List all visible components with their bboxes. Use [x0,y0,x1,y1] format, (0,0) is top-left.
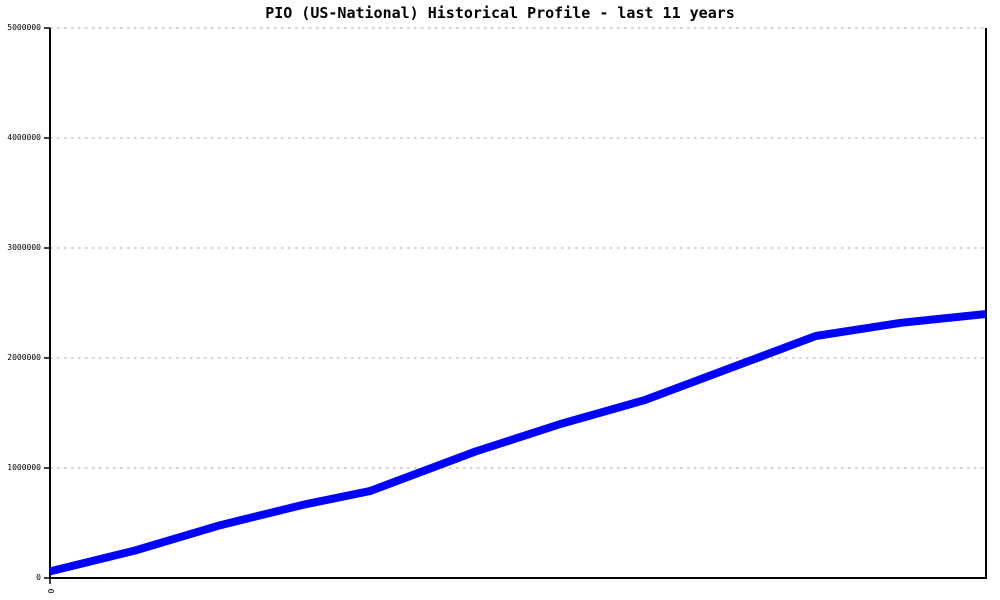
y-axis-tick-label: 5000000 [7,23,41,32]
chart-title: PIO (US-National) Historical Profile - l… [265,4,735,22]
gridlines [50,27,984,469]
y-axis-tick-label: 2000000 [7,353,41,362]
y-axis-tick-label: 1000000 [7,463,41,472]
y-axis-tick-label: 3000000 [7,243,41,252]
axes [44,27,987,584]
y-axis-tick-label: 0 [36,573,41,582]
series-line [49,310,987,576]
x-axis-tick-label: 0 [46,588,55,594]
y-axis-tick-label: 4000000 [7,133,41,142]
series-lines [49,310,987,576]
